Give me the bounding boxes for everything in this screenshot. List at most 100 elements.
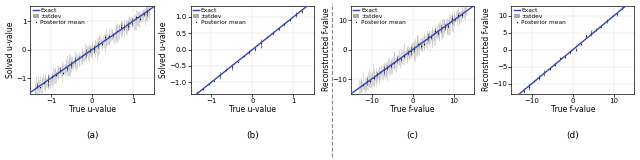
Text: (c): (c) <box>406 131 419 140</box>
Text: (a): (a) <box>86 131 99 140</box>
Y-axis label: Reconstructed f-value: Reconstructed f-value <box>482 8 491 91</box>
Point <box>291 13 301 16</box>
Point <box>131 16 141 19</box>
Point <box>244 51 255 53</box>
Point <box>285 19 295 21</box>
Point <box>586 32 596 34</box>
Point <box>43 79 53 82</box>
Point <box>47 76 57 78</box>
Point <box>545 68 555 70</box>
Point <box>273 27 284 30</box>
Point <box>221 68 231 71</box>
Point <box>433 31 443 34</box>
Point <box>550 63 560 66</box>
X-axis label: True f-value: True f-value <box>390 105 435 114</box>
Point <box>108 34 118 36</box>
Legend: Exact, ±stdev, Posterior mean: Exact, ±stdev, Posterior mean <box>353 7 406 25</box>
Point <box>443 25 453 27</box>
Point <box>450 18 460 20</box>
Point <box>555 56 565 59</box>
Point <box>419 42 429 45</box>
Point <box>85 49 95 52</box>
Point <box>74 56 84 59</box>
Point <box>399 55 409 57</box>
Point <box>134 17 145 20</box>
Point <box>457 14 467 16</box>
Point <box>227 66 237 68</box>
Point <box>112 30 122 33</box>
Point <box>453 14 463 17</box>
Point <box>406 49 416 52</box>
Legend: Exact, ±stdev, Posterior mean: Exact, ±stdev, Posterior mean <box>513 7 566 25</box>
Point <box>369 76 379 79</box>
Point <box>534 76 545 79</box>
Point <box>232 61 243 63</box>
Point <box>382 66 392 69</box>
Point <box>97 42 107 45</box>
Point <box>256 42 266 45</box>
Point <box>447 18 457 21</box>
Text: (d): (d) <box>566 131 579 140</box>
X-axis label: True u-value: True u-value <box>68 105 115 114</box>
Point <box>198 88 208 90</box>
Point <box>192 92 202 95</box>
Point <box>524 86 534 89</box>
Point <box>51 73 61 76</box>
Point <box>602 20 612 23</box>
Point <box>570 48 580 51</box>
Point <box>120 26 130 29</box>
Point <box>607 14 617 17</box>
Point <box>426 36 436 39</box>
Point <box>529 80 539 83</box>
Point <box>416 44 426 47</box>
X-axis label: True u-value: True u-value <box>229 105 276 114</box>
X-axis label: True f-value: True f-value <box>550 105 595 114</box>
Point <box>58 71 68 74</box>
Point <box>127 20 137 23</box>
Point <box>565 51 575 54</box>
Point <box>100 36 111 39</box>
Point <box>66 64 76 66</box>
Point <box>262 36 272 38</box>
Point <box>365 80 375 82</box>
Point <box>518 89 529 92</box>
Point <box>142 11 152 14</box>
Point <box>362 80 372 82</box>
Point <box>358 84 369 86</box>
Point <box>297 10 307 12</box>
Point <box>392 57 403 60</box>
Text: (b): (b) <box>246 131 259 140</box>
Point <box>575 43 586 45</box>
Point <box>77 55 88 58</box>
Point <box>204 82 214 85</box>
Point <box>54 69 65 72</box>
Point <box>396 58 406 61</box>
Point <box>372 73 382 75</box>
Point <box>209 79 220 82</box>
Point <box>617 7 627 10</box>
Point <box>116 25 126 28</box>
Point <box>93 44 103 46</box>
Point <box>35 86 45 89</box>
Legend: Exact, ±stdev, Posterior mean: Exact, ±stdev, Posterior mean <box>32 7 86 25</box>
Point <box>389 62 399 64</box>
Point <box>580 35 591 37</box>
Point <box>540 72 550 74</box>
Point <box>413 43 423 45</box>
Point <box>423 36 433 39</box>
Point <box>379 69 389 71</box>
Y-axis label: Solved u-value: Solved u-value <box>159 21 168 78</box>
Point <box>89 48 99 50</box>
Point <box>375 71 385 73</box>
Point <box>440 25 450 28</box>
Point <box>104 34 115 37</box>
Y-axis label: Solved u-value: Solved u-value <box>6 21 15 78</box>
Point <box>138 13 148 15</box>
Point <box>239 55 249 57</box>
Point <box>215 74 225 77</box>
Point <box>70 59 80 61</box>
Point <box>596 25 607 28</box>
Point <box>612 13 622 16</box>
Point <box>591 28 602 31</box>
Point <box>385 64 396 67</box>
